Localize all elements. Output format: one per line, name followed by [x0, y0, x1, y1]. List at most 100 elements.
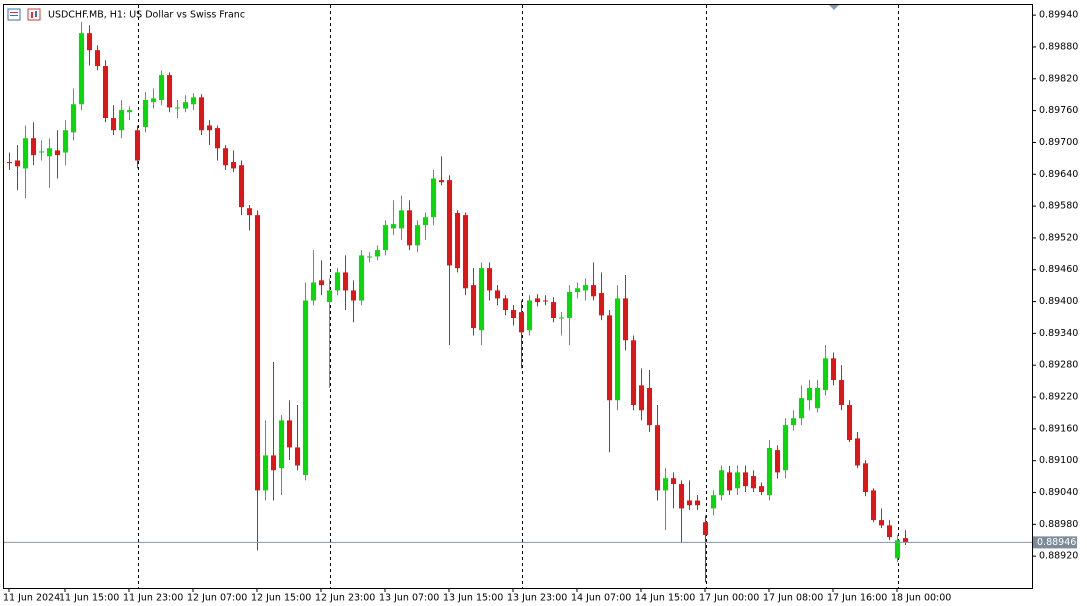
candle-body [343, 272, 348, 291]
candle-body [31, 138, 36, 156]
icon [35, 11, 37, 17]
candle-body [727, 472, 732, 491]
candle-body [495, 290, 500, 299]
x-tick-label: 17 Jun 08:00 [763, 593, 823, 604]
candle-body [7, 162, 12, 164]
x-tick-label: 11 Jun 2024 [3, 593, 60, 604]
x-tick-label: 17 Jun 16:00 [827, 593, 887, 604]
x-tick-label: 14 Jun 07:00 [571, 593, 631, 604]
candle-body [839, 380, 844, 406]
candle-body [95, 50, 100, 67]
candle-body [559, 317, 564, 319]
candle-body [455, 212, 460, 269]
candle-body [39, 151, 44, 153]
candle-body [655, 425, 660, 491]
y-tick-label: 0.89640 [1039, 169, 1078, 180]
candle-body [815, 388, 820, 409]
candle-body [751, 476, 756, 489]
candle-body [423, 217, 428, 226]
candle-body [703, 522, 708, 535]
candle-body [239, 165, 244, 208]
candle-body [647, 388, 652, 426]
y-tick-label: 0.89760 [1039, 105, 1078, 116]
candle-body [807, 388, 812, 401]
candle-body [615, 298, 620, 401]
candle-body [359, 255, 364, 301]
candle-body [895, 540, 900, 559]
plot-frame [3, 4, 1033, 589]
candle-body [527, 300, 532, 331]
candle-body [295, 447, 300, 466]
candle-body [823, 358, 828, 391]
candle-body [15, 160, 20, 167]
candle-body [167, 75, 172, 108]
y-tick-label: 0.89520 [1039, 232, 1078, 243]
candle-body [159, 75, 164, 101]
candle-body [439, 180, 444, 183]
x-tick-label: 12 Jun 23:00 [315, 593, 375, 604]
candle-body [575, 288, 580, 293]
candle-body [383, 225, 388, 251]
x-tick-label: 12 Jun 07:00 [187, 593, 247, 604]
candle-body [391, 224, 396, 229]
y-tick-label: 0.89580 [1039, 201, 1078, 212]
candle-body [607, 315, 612, 401]
candle-body [255, 215, 260, 491]
candle-body [791, 418, 796, 426]
candle-body [183, 102, 188, 109]
candle-body [431, 178, 436, 218]
period-separators [138, 5, 899, 588]
candle-body [319, 280, 324, 286]
x-tick-label: 18 Jun 00:00 [891, 593, 951, 604]
last-price-label: 0.88946 [1037, 537, 1076, 548]
candle-body [783, 425, 788, 471]
candle-body [231, 162, 236, 169]
candle-body [487, 268, 492, 291]
candle-body [479, 268, 484, 331]
candle-body [871, 490, 876, 521]
candle-body [191, 97, 196, 105]
shift-marker [829, 5, 839, 10]
candle-body [47, 148, 52, 157]
y-tick-label: 0.88920 [1039, 551, 1078, 562]
y-tick-label: 0.89700 [1039, 137, 1078, 148]
candle-body [279, 420, 284, 469]
x-tick-label: 13 Jun 15:00 [443, 593, 503, 604]
candle-body [551, 302, 556, 319]
x-tick-label: 13 Jun 07:00 [379, 593, 439, 604]
candle-body [735, 472, 740, 489]
candle-body [743, 472, 748, 487]
candle-body [175, 107, 180, 109]
candle-body [151, 98, 156, 103]
candle-body [63, 130, 68, 153]
x-tick-label: 11 Jun 23:00 [123, 593, 183, 604]
candle-body [519, 312, 524, 333]
candle-body [399, 210, 404, 229]
candle-body [471, 285, 476, 329]
candle-body [503, 298, 508, 311]
candle-body [303, 300, 308, 476]
icon [7, 8, 21, 21]
candle-body [135, 130, 140, 161]
header-icons [7, 8, 41, 21]
y-tick-label: 0.89100 [1039, 455, 1078, 466]
candle-body [111, 118, 116, 131]
y-tick-label: 0.89940 [1039, 10, 1078, 21]
candle-body [335, 272, 340, 291]
icon [31, 12, 33, 18]
candle-body [271, 455, 276, 471]
candle-body [671, 478, 676, 485]
candle-body [23, 138, 28, 169]
y-tick-label: 0.89040 [1039, 487, 1078, 498]
y-tick-label: 0.89820 [1039, 73, 1078, 84]
candle-body [311, 282, 316, 301]
candle-body [119, 110, 124, 131]
candle-body [631, 340, 636, 406]
x-tick-label: 14 Jun 15:00 [635, 593, 695, 604]
candle-body [263, 455, 268, 491]
candle-body [223, 148, 228, 166]
last-price-box [1033, 536, 1077, 549]
candle-body [567, 292, 572, 319]
candle-body [719, 470, 724, 496]
candle-body [79, 33, 84, 105]
